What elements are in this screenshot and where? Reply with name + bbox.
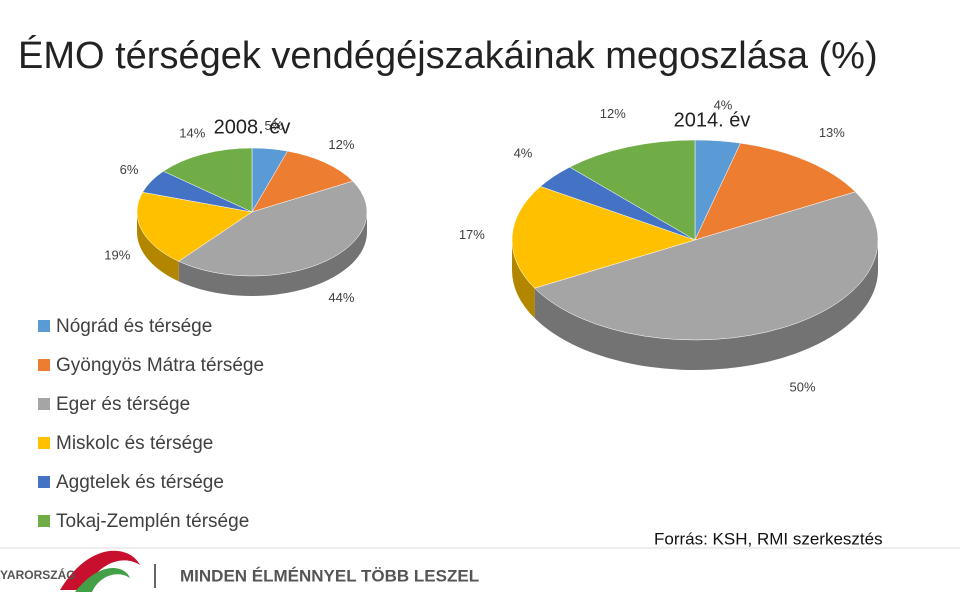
legend-label: Miskolc és térsége <box>56 433 213 454</box>
legend-swatch <box>38 515 50 527</box>
data-label: 4% <box>514 145 533 160</box>
slice-side <box>178 212 367 296</box>
slice: Eger és térsége <box>178 180 368 277</box>
legend-swatch <box>38 437 50 449</box>
legend-swatch <box>38 359 50 371</box>
legend-swatch <box>38 398 50 410</box>
chart-title: 2014. év <box>674 109 751 131</box>
data-label: 4% <box>714 98 733 113</box>
slice-side <box>137 212 179 282</box>
legend-label: Aggtelek és térsége <box>56 472 224 493</box>
footer-logo: YARORSZÁG <box>0 567 76 582</box>
logo-swoosh <box>75 567 130 592</box>
slice: Gyöngyös Mátra térsége <box>251 150 354 213</box>
legend-label: Eger és térsége <box>56 394 190 415</box>
data-label: 50% <box>790 380 816 395</box>
data-label: 12% <box>600 106 626 121</box>
slice: Tokaj-Zemplén térsége <box>569 139 696 241</box>
legend-label: Tokaj-Zemplén térsége <box>56 511 249 532</box>
slice: Miskolc és térsége <box>511 186 696 289</box>
data-label: 6% <box>120 162 139 177</box>
slice-side <box>512 240 535 319</box>
slice-side <box>534 240 878 370</box>
data-label: 14% <box>179 125 205 140</box>
slice: Gyöngyös Mátra térsége <box>694 142 856 241</box>
legend-label: Nógrád és térsége <box>56 316 212 337</box>
logo-swoosh <box>60 550 140 590</box>
legend-label: Gyöngyös Mátra térsége <box>56 355 264 376</box>
footer-slogan: MINDEN ÉLMÉNNYEL TÖBB LESZEL <box>180 566 479 585</box>
data-label: 5% <box>265 118 284 133</box>
legend-swatch <box>38 320 50 332</box>
data-label: 44% <box>328 290 354 305</box>
data-label: 19% <box>104 248 130 263</box>
source: Forrás: KSH, RMI szerkesztés <box>654 529 883 548</box>
page-title: ÉMO térségek vendégéjszakáinak megoszlás… <box>18 34 878 77</box>
slice: Tokaj-Zemplén térsége <box>162 147 253 213</box>
data-label: 17% <box>459 227 485 242</box>
chart-title: 2008. év <box>214 116 291 138</box>
data-label: 12% <box>328 137 354 152</box>
slice: Miskolc és térsége <box>136 191 253 262</box>
data-label: 13% <box>819 125 845 140</box>
legend-swatch <box>38 476 50 488</box>
slice: Eger és térsége <box>534 191 879 341</box>
